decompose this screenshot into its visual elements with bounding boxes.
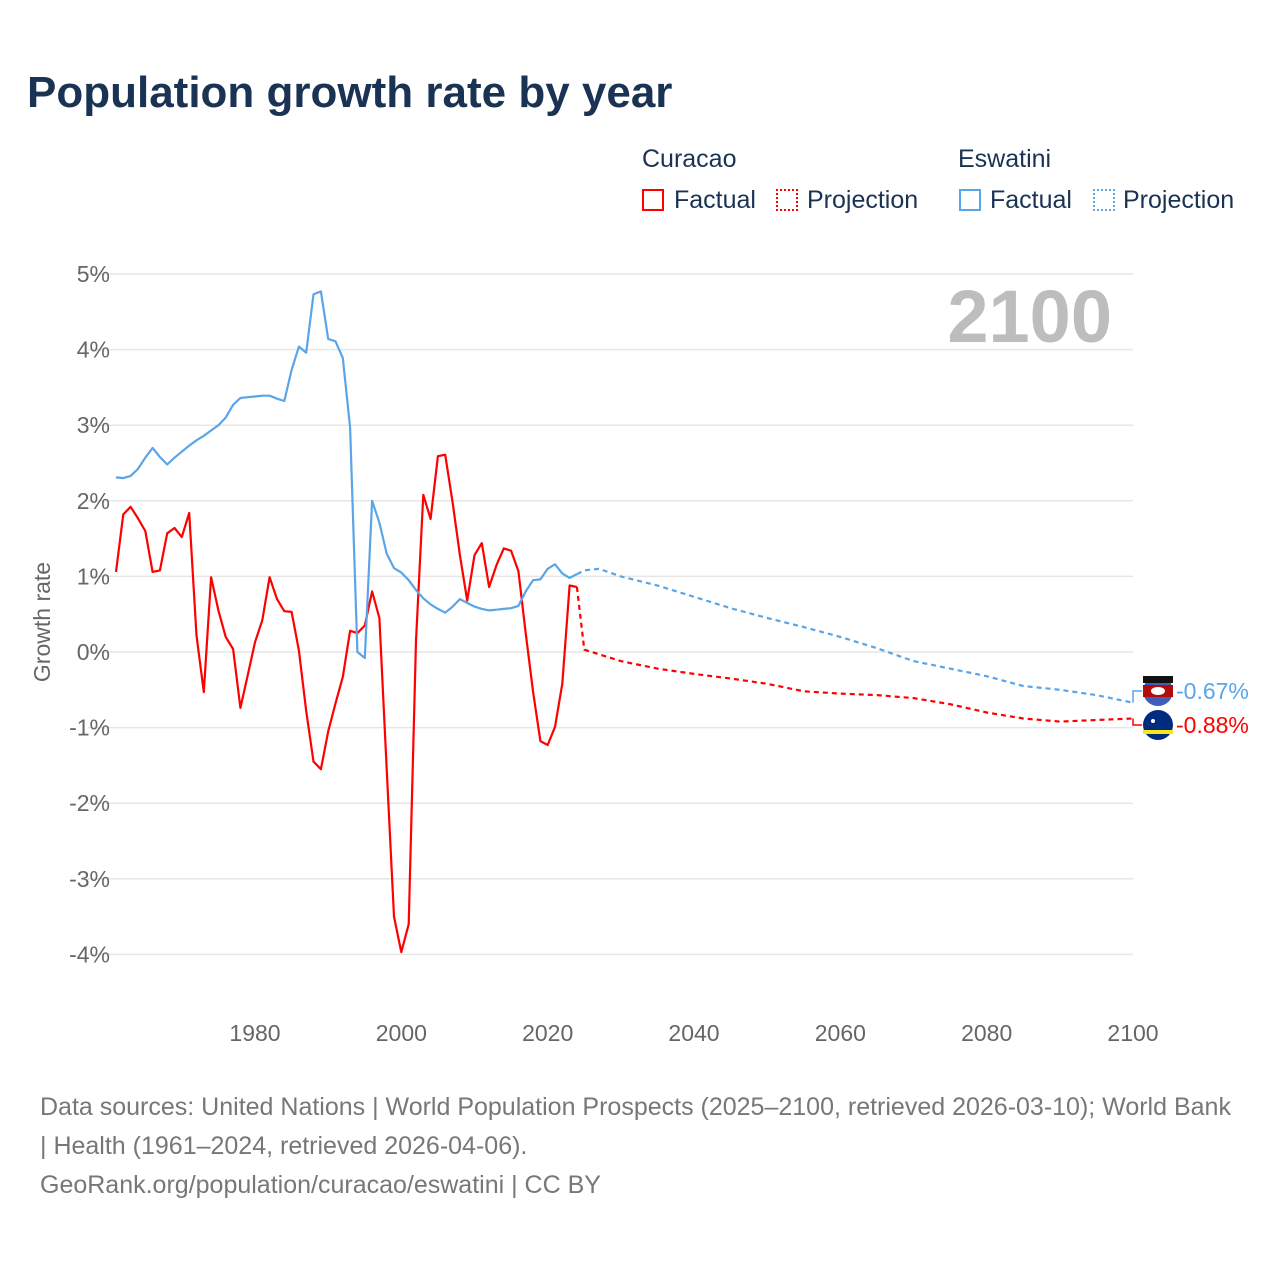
x-tick-label: 2060 <box>815 1020 866 1046</box>
series-line-eswatini-factual <box>115 290 578 660</box>
sources-line-2[interactable]: GeoRank.org/population/curacao/eswatini … <box>40 1171 601 1199</box>
y-tick-label: -1% <box>69 715 110 741</box>
y-tick-label: 0% <box>77 639 110 665</box>
end-label-eswatini: -0.67% <box>1176 678 1249 704</box>
y-axis-label: Growth rate <box>29 562 55 682</box>
year-watermark: 2100 <box>947 275 1112 358</box>
x-tick-label: 2020 <box>522 1020 573 1046</box>
legend-eswatini-projection[interactable]: Projection <box>1123 186 1235 214</box>
legend-eswatini-factual[interactable]: Factual <box>990 186 1072 214</box>
legend-curacao-projection[interactable]: Projection <box>807 186 919 214</box>
flag-curacao-icon <box>1143 710 1173 740</box>
x-tick-label: 2040 <box>668 1020 719 1046</box>
legend-group-eswatini: Eswatini <box>958 145 1052 173</box>
sources-line-1: Data sources: United Nations | World Pop… <box>40 1093 1231 1160</box>
series-line-curacao-factual <box>114 453 578 954</box>
y-tick-label: 4% <box>77 337 110 363</box>
legend-swatch-curacao-factual <box>642 189 664 211</box>
series-line-curacao-projection <box>575 586 1134 723</box>
data-sources: Data sources: United Nations | World Pop… <box>40 1088 1240 1205</box>
y-tick-label: 1% <box>77 563 110 589</box>
end-connector-eswatini <box>1132 690 1142 703</box>
legend-group-curacao: Curacao <box>642 145 737 173</box>
x-tick-label: 2080 <box>961 1020 1012 1046</box>
y-tick-label: 3% <box>77 412 110 438</box>
y-tick-label: -4% <box>69 941 110 967</box>
x-tick-label: 2000 <box>376 1020 427 1046</box>
flag-curacao-star <box>1151 719 1155 723</box>
end-connector-curacao <box>1132 718 1142 726</box>
legend-swatch-eswatini-projection <box>1093 189 1115 211</box>
y-tick-label: 2% <box>77 488 110 514</box>
end-label-curacao: -0.88% <box>1176 712 1249 738</box>
legend-curacao-factual[interactable]: Factual <box>674 186 756 214</box>
flag-eswatini-top <box>1143 676 1173 683</box>
x-tick-label: 2100 <box>1107 1020 1158 1046</box>
y-tick-label: 5% <box>77 261 110 287</box>
series-line-eswatini-projection <box>576 567 1134 704</box>
chart-title: Population growth rate by year <box>27 68 673 117</box>
legend-swatch-curacao-projection <box>776 189 798 211</box>
x-tick-label: 1980 <box>229 1020 280 1046</box>
y-tick-label: -2% <box>69 790 110 816</box>
flag-curacao-stripe <box>1143 730 1173 734</box>
y-tick-label: -3% <box>69 866 110 892</box>
legend-swatch-eswatini-factual <box>959 189 981 211</box>
flag-eswatini-shield <box>1151 687 1165 695</box>
